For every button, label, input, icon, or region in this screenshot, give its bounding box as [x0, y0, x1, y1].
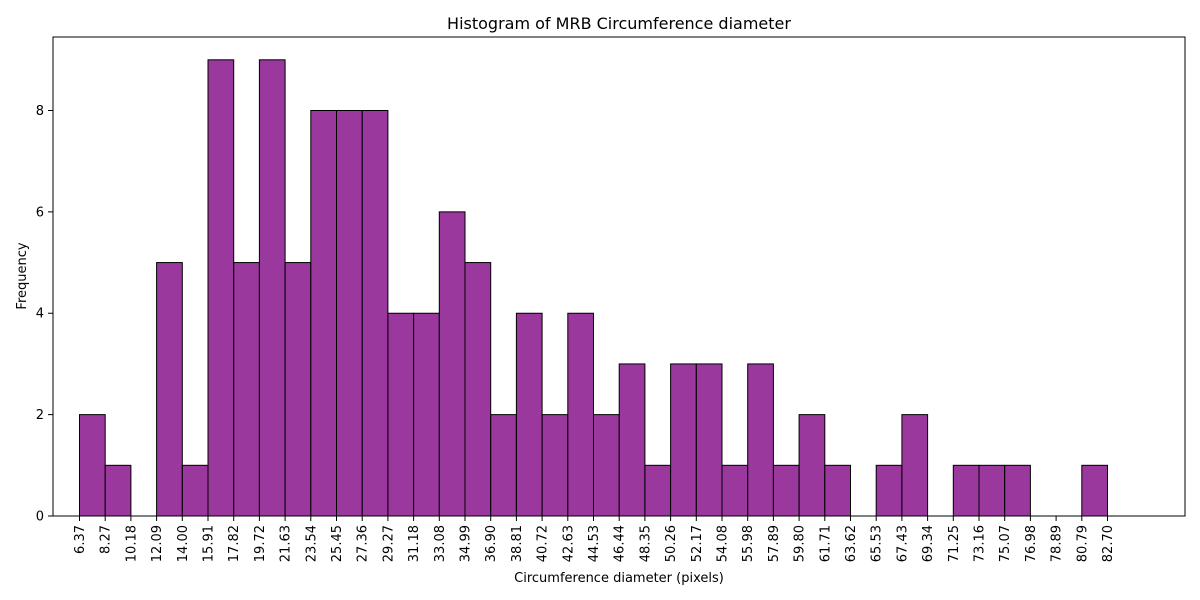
- y-ticks: 0 2 4 6 8: [36, 104, 53, 525]
- x-tick-label: 55.98: [741, 525, 756, 562]
- x-tick-label: 73.16: [973, 525, 988, 562]
- x-tick-label: 29.27: [381, 525, 396, 562]
- histogram-bar: [156, 262, 183, 517]
- x-tick-label: 38.81: [510, 525, 525, 562]
- x-tick-label: 80.79: [1075, 525, 1090, 562]
- y-tick-label: 6: [36, 205, 44, 220]
- x-tick-label: 42.63: [561, 525, 576, 562]
- y-axis-label: Frequency: [15, 242, 30, 309]
- histogram-bar: [258, 59, 286, 517]
- histogram-bar: [310, 109, 337, 517]
- histogram-bar: [747, 363, 774, 517]
- histogram-bar: [541, 414, 569, 517]
- histogram-bar: [284, 262, 312, 517]
- y-tick-label: 4: [36, 307, 44, 322]
- histogram-bar: [952, 464, 980, 517]
- x-tick-label: 15.91: [202, 525, 217, 562]
- histogram-bar: [515, 312, 543, 517]
- histogram-bar: [618, 363, 646, 517]
- histogram-bar: [798, 414, 826, 517]
- y-tick-label: 0: [36, 510, 44, 525]
- histogram-bar: [875, 464, 903, 517]
- histogram-bar: [79, 414, 106, 517]
- histogram-bar: [567, 312, 594, 517]
- x-tick-label: 65.53: [870, 525, 885, 562]
- x-tick-label: 57.89: [767, 525, 782, 562]
- x-tick-label: 8.27: [99, 525, 114, 554]
- x-tick-label: 48.35: [638, 525, 653, 562]
- x-tick-label: 71.25: [947, 525, 962, 562]
- histogram-bar: [670, 363, 697, 517]
- histogram-bar: [413, 312, 440, 517]
- x-tick-label: 59.80: [793, 525, 808, 562]
- x-tick-label: 14.00: [176, 525, 191, 562]
- histogram-bar: [1004, 464, 1031, 517]
- x-tick-label: 23.54: [304, 525, 319, 562]
- x-tick-label: 50.26: [664, 525, 679, 562]
- histogram-bar: [464, 262, 492, 517]
- histogram-bar: [361, 109, 389, 517]
- x-tick-label: 21.63: [279, 525, 294, 562]
- histogram-bar: [978, 464, 1006, 517]
- histogram-bar: [593, 414, 620, 517]
- x-tick-label: 46.44: [613, 525, 628, 562]
- histogram-bar: [104, 464, 132, 517]
- x-ticks: 6.37 8.27 10.18 12.09 14.00 15.91 17.82 19.72 21…: [73, 516, 1116, 562]
- x-tick-label: 31.18: [407, 525, 422, 562]
- x-tick-label: 78.89: [1050, 525, 1065, 562]
- histogram-bar: [1081, 464, 1109, 517]
- x-tick-label: 27.36: [356, 525, 371, 562]
- x-axis-label: Circumference diameter (pixels): [514, 571, 724, 586]
- x-tick-label: 54.08: [716, 525, 731, 562]
- histogram-bar: [438, 211, 466, 517]
- histogram-bar: [721, 464, 749, 517]
- x-tick-label: 52.17: [690, 525, 705, 562]
- x-tick-label: 75.07: [998, 525, 1013, 562]
- histogram-bar: [181, 464, 209, 517]
- bars-group: [79, 59, 1109, 517]
- x-tick-label: 12.09: [150, 525, 165, 562]
- x-tick-label: 25.45: [330, 525, 345, 562]
- x-tick-label: 34.99: [459, 525, 474, 562]
- histogram-bar: [644, 464, 672, 517]
- x-tick-label: 63.62: [844, 525, 859, 562]
- histogram-bar: [824, 464, 851, 517]
- x-tick-label: 61.71: [818, 525, 833, 562]
- histogram-bar: [387, 312, 415, 517]
- x-tick-label: 10.18: [124, 525, 139, 562]
- x-tick-label: 17.82: [227, 525, 242, 562]
- x-tick-label: 40.72: [536, 525, 551, 562]
- histogram-bar: [695, 363, 723, 517]
- y-tick-label: 2: [36, 408, 44, 423]
- histogram-bar: [233, 262, 260, 517]
- x-tick-label: 82.70: [1101, 525, 1116, 562]
- x-tick-label: 44.53: [587, 525, 602, 562]
- x-tick-label: 33.08: [433, 525, 448, 562]
- histogram-bar: [772, 464, 800, 517]
- chart-title: Histogram of MRB Circumference diameter: [447, 14, 791, 33]
- y-tick-label: 8: [36, 104, 44, 119]
- x-tick-label: 6.37: [73, 525, 88, 554]
- x-tick-label: 36.90: [484, 525, 499, 562]
- histogram-bar: [490, 414, 517, 517]
- histogram-bar: [901, 414, 929, 517]
- x-tick-label: 76.98: [1024, 525, 1039, 562]
- x-tick-label: 69.34: [921, 525, 936, 562]
- x-tick-label: 67.43: [895, 525, 910, 562]
- histogram-bar: [336, 109, 363, 517]
- x-tick-label: 19.72: [253, 525, 268, 562]
- histogram-bar: [207, 59, 235, 517]
